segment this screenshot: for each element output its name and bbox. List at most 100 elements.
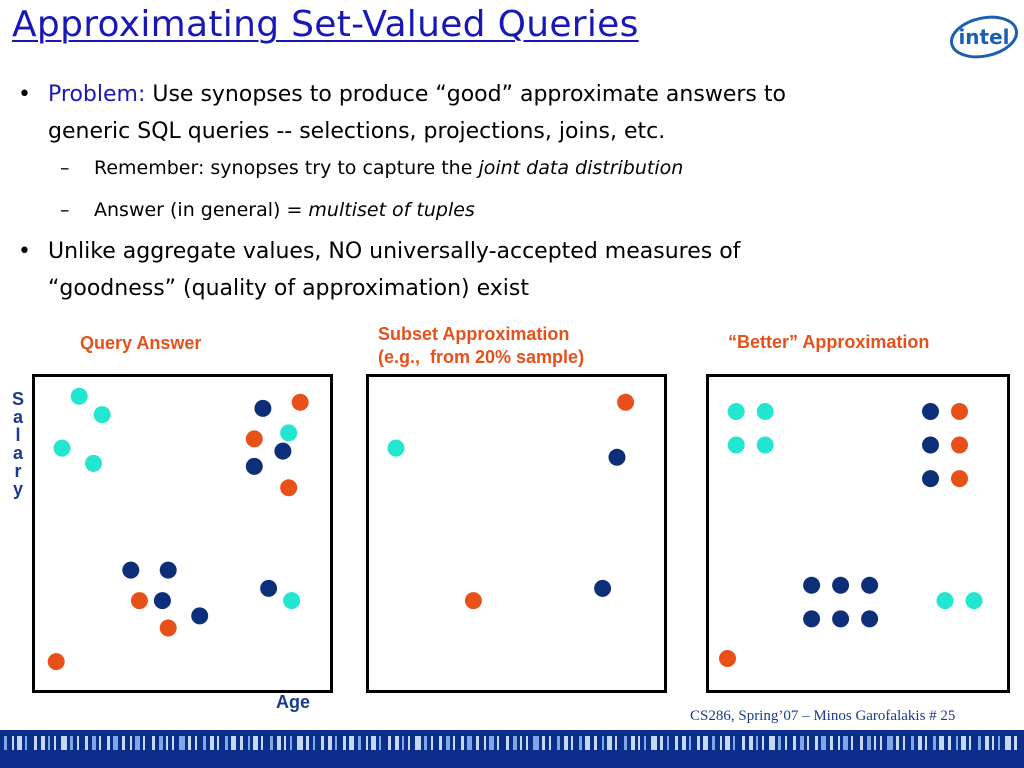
data-point-navy: [861, 610, 879, 628]
footer-bar-stripe: [290, 736, 292, 750]
data-point-navy: [922, 470, 939, 488]
footer-bar-stripe: [34, 736, 37, 750]
footer-bar-stripe: [99, 736, 101, 750]
footer-bar-stripe: [843, 736, 848, 750]
footer-bar-stripe: [453, 736, 455, 750]
footer-bar-stripe: [306, 736, 309, 750]
data-point-orange: [245, 430, 263, 448]
panel-better-approximation: [706, 374, 1010, 693]
data-point-navy: [832, 576, 850, 594]
footer-bar-stripe: [689, 736, 691, 750]
footer-bar-stripe: [343, 736, 346, 750]
footer-bar-stripe: [571, 736, 573, 750]
footer-bar-stripe: [179, 736, 185, 750]
footer-bar-stripe: [607, 736, 612, 750]
footer-bar-stripe: [778, 736, 781, 750]
data-point-orange: [130, 592, 148, 610]
footer-bar-stripe: [903, 736, 905, 750]
footer-bar-stripe: [585, 736, 590, 750]
data-point-navy: [153, 592, 171, 610]
footer-bar-stripe: [998, 736, 1000, 750]
sub-bullet-marker: –: [60, 199, 70, 221]
data-point-cyan: [280, 424, 298, 442]
data-point-orange: [280, 479, 298, 497]
data-point-cyan: [283, 592, 301, 610]
data-point-navy: [922, 403, 939, 420]
footer-bar-stripe: [54, 736, 56, 750]
footer-bar-stripe: [484, 736, 486, 750]
data-point-navy: [832, 610, 850, 628]
footer-bar-stripe: [807, 736, 809, 750]
footer-bar-stripe: [526, 736, 528, 750]
footer-bar-stripe: [321, 736, 324, 750]
footer-bar-stripe: [720, 736, 722, 750]
footer-bar-stripe: [4, 736, 7, 750]
footer-bar-stripe: [379, 736, 381, 750]
footer-bar-stripe: [769, 736, 775, 750]
footer-bar-stripe: [77, 736, 79, 750]
data-point-orange: [159, 619, 177, 637]
footer-bar-stripe: [12, 736, 14, 750]
footer-bar-stripe: [756, 736, 758, 750]
footer-bar-stripe: [542, 736, 545, 750]
data-point-orange: [951, 436, 968, 454]
footer-bar-stripe: [85, 736, 88, 750]
footer-bar-stripe: [638, 736, 640, 750]
remember-italic: joint data distribution: [478, 157, 684, 179]
footer-bar-stripe: [925, 736, 927, 750]
data-point-navy: [122, 561, 140, 579]
footer-bar-stripe: [933, 736, 936, 750]
footer-bar-stripe: [188, 736, 191, 750]
footer-bar-stripe: [130, 736, 132, 750]
y-axis-label-letter: S: [11, 389, 24, 409]
footer-bar-stripe: [602, 736, 604, 750]
footer-bar-stripe: [358, 736, 361, 750]
bullet-marker: •: [18, 82, 31, 107]
footer-bar-stripe: [961, 736, 966, 750]
footer-bar-stripe: [240, 736, 243, 750]
data-point-navy: [274, 442, 292, 460]
y-axis-label-letter: r: [14, 461, 22, 481]
footer-bar-stripe: [41, 736, 45, 750]
y-axis-label-letter: y: [12, 479, 23, 499]
y-axis-label-letter: l: [15, 425, 21, 445]
answer-text: Answer (in general) =: [94, 199, 309, 221]
footer-bar-stripe: [253, 736, 258, 750]
logo-text: intel: [958, 25, 1009, 49]
footer-bar-stripe: [911, 736, 914, 750]
footer-bar-stripe: [725, 736, 730, 750]
data-point-orange: [464, 592, 482, 610]
data-point-navy: [159, 561, 177, 579]
footer-bar-stripe: [217, 736, 219, 750]
chart-title-subset: Subset Approximation (e.g., from 20% sam…: [378, 324, 585, 367]
footer-bar-stripe: [874, 736, 876, 750]
footer-bar-stripe: [838, 736, 840, 750]
data-point-cyan: [936, 592, 954, 610]
footer-bar-stripe: [489, 736, 494, 750]
sub-bullet-remember: – Remember: synopses try to capture the …: [18, 149, 1008, 187]
footer-bar-stripe: [969, 736, 971, 750]
chart-title-query-answer: Query Answer: [80, 333, 202, 353]
footer-bar-stripe: [851, 736, 853, 750]
footer-bar-stripe: [395, 736, 399, 750]
data-point-navy: [803, 576, 821, 594]
footer-bar-stripe: [564, 736, 568, 750]
data-point-navy: [803, 610, 821, 628]
data-point-cyan: [965, 592, 983, 610]
data-point-navy: [260, 579, 278, 597]
footer-bar-stripe: [821, 736, 826, 750]
footer-bar-stripe: [248, 736, 250, 750]
footer-bar-stripe: [985, 736, 989, 750]
problem-text: Use synopses to produce “good” approxima…: [145, 82, 786, 107]
footer-bar-background: [0, 730, 1024, 768]
sub-bullet-marker: –: [60, 157, 70, 179]
footer-bar-stripe: [431, 736, 433, 750]
footer-bar-stripe: [152, 736, 155, 750]
data-point-cyan: [756, 403, 774, 420]
footer-bar-stripe: [867, 736, 871, 750]
footer-bar-stripe: [166, 736, 168, 750]
footer-bar-stripe: [506, 736, 509, 750]
data-point-orange: [291, 393, 309, 411]
footer-bar-stripe: [107, 736, 110, 750]
